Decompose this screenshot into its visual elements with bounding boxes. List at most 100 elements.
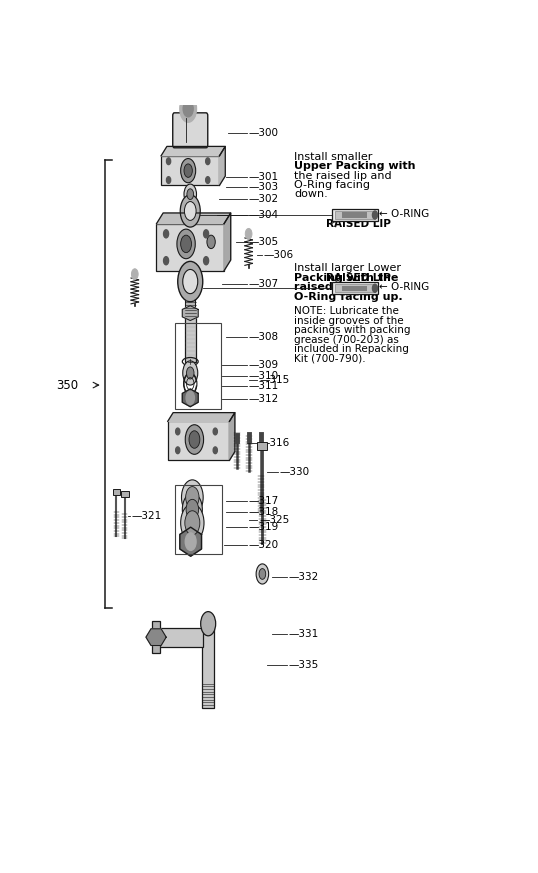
Bar	[202, 627, 215, 708]
Text: Install smaller: Install smaller	[294, 152, 373, 162]
Circle shape	[185, 533, 196, 551]
Text: —315: —315	[259, 375, 289, 385]
Polygon shape	[157, 213, 231, 223]
Text: —318: —318	[249, 507, 279, 517]
Text: —325: —325	[259, 514, 289, 525]
Polygon shape	[182, 306, 198, 320]
Bar	[257, 443, 267, 450]
Text: —308: —308	[249, 333, 279, 342]
Circle shape	[259, 568, 266, 580]
Bar	[185, 313, 196, 361]
Text: included in Repacking: included in Repacking	[294, 344, 409, 354]
Text: Upper Packing with: Upper Packing with	[294, 162, 416, 171]
Polygon shape	[161, 147, 225, 156]
Bar	[332, 282, 378, 294]
Text: RAISED LIP: RAISED LIP	[326, 219, 391, 230]
Text: —309: —309	[249, 360, 279, 370]
Text: —320: —320	[249, 540, 279, 550]
Circle shape	[184, 164, 193, 177]
Circle shape	[183, 270, 198, 293]
Circle shape	[185, 511, 200, 535]
FancyBboxPatch shape	[173, 113, 208, 148]
Bar	[121, 491, 129, 498]
Circle shape	[166, 176, 171, 183]
Text: —302: —302	[249, 194, 279, 204]
Bar	[158, 628, 203, 647]
Text: —312: —312	[249, 395, 279, 404]
Bar	[335, 285, 375, 292]
Bar	[175, 485, 222, 553]
Circle shape	[181, 480, 203, 515]
Text: —303: —303	[249, 182, 279, 192]
Circle shape	[181, 235, 192, 252]
Circle shape	[178, 261, 203, 302]
Bar	[335, 211, 375, 219]
Text: packings with packing: packings with packing	[294, 326, 411, 335]
Circle shape	[187, 189, 194, 200]
Bar	[152, 621, 160, 653]
Text: —330: —330	[280, 467, 310, 478]
Text: grease (700-203) as: grease (700-203) as	[294, 334, 399, 345]
Circle shape	[183, 100, 193, 117]
Text: —319: —319	[249, 522, 279, 532]
Circle shape	[184, 184, 196, 204]
Bar	[168, 422, 229, 460]
Polygon shape	[146, 629, 166, 645]
Circle shape	[372, 285, 378, 292]
Text: raised lip and: raised lip and	[294, 282, 380, 292]
Circle shape	[201, 612, 216, 636]
Text: —307: —307	[249, 279, 279, 289]
Circle shape	[213, 428, 217, 435]
Circle shape	[186, 486, 199, 508]
Text: inside grooves of the: inside grooves of the	[294, 316, 404, 326]
Circle shape	[185, 425, 203, 454]
Text: —335: —335	[288, 660, 318, 670]
Circle shape	[175, 447, 180, 454]
Circle shape	[187, 367, 194, 379]
Polygon shape	[168, 413, 235, 422]
Circle shape	[185, 202, 196, 220]
Circle shape	[177, 229, 195, 258]
Circle shape	[186, 391, 194, 404]
Circle shape	[372, 211, 378, 219]
Text: Kit (700-790).: Kit (700-790).	[294, 354, 366, 363]
Circle shape	[213, 447, 217, 454]
Circle shape	[180, 95, 196, 122]
Circle shape	[186, 499, 199, 519]
Circle shape	[164, 230, 168, 237]
Polygon shape	[224, 213, 231, 271]
Circle shape	[189, 430, 200, 448]
Text: ← O-RING: ← O-RING	[379, 209, 429, 218]
Circle shape	[164, 257, 168, 265]
Text: O-Ring facing: O-Ring facing	[294, 180, 371, 190]
Circle shape	[182, 493, 202, 526]
Circle shape	[181, 159, 196, 182]
Text: 350: 350	[56, 379, 78, 392]
Circle shape	[166, 158, 171, 165]
Text: —317: —317	[249, 497, 279, 506]
Circle shape	[245, 229, 252, 239]
Bar	[175, 323, 221, 409]
Text: NOTE: Lubricate the: NOTE: Lubricate the	[294, 306, 399, 316]
Text: —301: —301	[249, 172, 279, 182]
Circle shape	[203, 257, 209, 265]
Text: ← O-RING: ← O-RING	[379, 282, 429, 292]
Polygon shape	[182, 389, 198, 407]
Text: Install larger Lower: Install larger Lower	[294, 264, 401, 273]
Text: —304: —304	[249, 210, 279, 220]
Bar	[342, 285, 367, 291]
Bar	[332, 209, 378, 221]
Circle shape	[206, 176, 210, 183]
Text: —311: —311	[249, 382, 279, 391]
Circle shape	[256, 564, 268, 584]
Bar	[157, 223, 224, 271]
Circle shape	[181, 504, 204, 541]
Text: —332: —332	[288, 572, 318, 581]
Text: —310: —310	[249, 371, 279, 381]
Circle shape	[203, 230, 209, 237]
Circle shape	[183, 361, 198, 385]
Polygon shape	[229, 413, 235, 460]
Circle shape	[180, 195, 200, 227]
Bar	[185, 297, 195, 312]
Bar	[161, 156, 220, 185]
